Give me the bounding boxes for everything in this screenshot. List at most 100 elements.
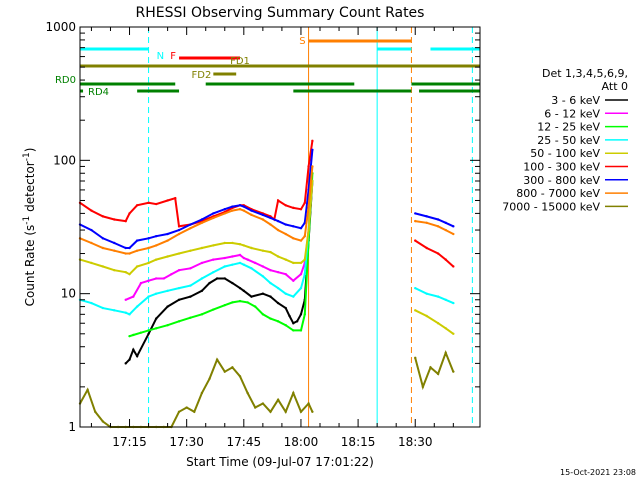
data-point-50-100-kev-15 [223, 241, 226, 245]
data-point-12-25-kev-9 [200, 313, 204, 316]
data-point-800-7000-kev-11 [177, 232, 181, 236]
data-point-7000-15000-kev-28 [284, 410, 287, 414]
data-point-300-800-kev-3 [101, 237, 105, 240]
data-point-50-100-kev-8 [147, 261, 150, 265]
flag-label-s: S [299, 36, 305, 47]
data-point-100-300-kev-28 [303, 201, 306, 205]
data-point-50-100-kev-18 [242, 244, 246, 247]
flag-label-fd1: FD1 [230, 56, 250, 67]
data-point-12-25-kev-11 [223, 303, 226, 307]
data-point-300-800-kev-6 [128, 246, 131, 250]
data-point-3-6-kev-19 [269, 295, 272, 298]
data-point-6-12-kev-18 [261, 265, 265, 268]
data-point-50-100-kev-17 [238, 242, 242, 246]
data-point-25-50-kev-25 [299, 286, 303, 290]
data-point-7000-15000-kev-30 [299, 410, 303, 414]
data-point-100-300-kev-7 [135, 204, 139, 207]
data-point-50-100-kev-9 [154, 258, 158, 261]
x-tick-label-4: 18:00 [284, 435, 319, 449]
data-point-25-50-kev-14 [212, 270, 215, 274]
data-point-25-50-kev-17 [238, 261, 242, 265]
data-point-3-6-kev-11 [208, 281, 211, 285]
data-point-800-7000-kev-26 [303, 234, 306, 238]
data-point-6-12-kev-7 [170, 272, 173, 276]
data-point-3-6-kev-12 [215, 277, 219, 280]
data-point-12-25-kev-12 [231, 301, 234, 304]
data-point-300-800-kev-8 [147, 237, 150, 240]
data-point-6-12-kev-19 [269, 268, 272, 272]
data-point-7000-15000-kev-37 [444, 351, 447, 355]
data-point-12-25-kev-2 [132, 333, 135, 337]
data-point-7000-15000-kev-25 [261, 402, 265, 405]
data-point-25-50-kev-16 [231, 263, 234, 266]
data-point-6-12-kev-15 [242, 256, 246, 260]
data-point-12-25-kev-13 [238, 299, 242, 303]
data-point-12-25-kev-5 [154, 327, 158, 330]
data-point-6-12-kev-5 [154, 277, 158, 280]
axes: 17:15 17:30 17:45 18:00 18:15 18:30 1 10 100 1000 [45, 20, 480, 449]
data-point-300-800-kev-20 [261, 213, 265, 217]
data-point-3-6-kev-13 [223, 277, 226, 280]
data-point-12-25-kev-8 [189, 316, 192, 319]
data-point-25-50-kev-4 [113, 309, 116, 312]
data-point-800-7000-kev-31 [436, 225, 440, 228]
data-point-12-25-kev-3 [139, 331, 143, 334]
data-point-50-100-kev-25 [299, 261, 303, 265]
data-point-800-7000-kev-29 [414, 219, 417, 223]
legend-label-100-300-kev: 100 - 300 keV [523, 161, 600, 174]
data-point-3-6-kev-6 [154, 317, 158, 320]
legend-label-7000-15000-kev: 7000 - 15000 keV [502, 200, 600, 213]
data-point-12-25-kev-7 [177, 320, 181, 323]
data-point-6-12-kev-8 [177, 268, 181, 272]
data-point-800-7000-kev-25 [299, 239, 303, 242]
data-point-6-12-kev-11 [212, 258, 215, 261]
data-point-6-12-kev-21 [284, 272, 287, 276]
data-point-50-100-kev-4 [113, 268, 116, 272]
flag-label-rd4: RD4 [88, 87, 109, 98]
data-point-50-100-kev-2 [90, 261, 93, 265]
data-point-7000-15000-kev-27 [276, 398, 280, 401]
data-point-300-800-kev-15 [223, 208, 226, 211]
data-point-800-7000-kev-27 [307, 205, 310, 208]
data-point-3-6-kev-15 [238, 286, 242, 290]
data-point-300-800-kev-9 [154, 234, 158, 238]
chart-title: RHESSI Observing Summary Count Rates [136, 5, 425, 21]
data-point-7000-15000-kev-33 [414, 356, 417, 360]
y-axis-label: Count Rate (s-1 detector-1) [22, 148, 37, 307]
x-tick-label-3: 17:45 [227, 435, 262, 449]
y-tick-label-1: 1 [68, 420, 76, 434]
plot-frame [79, 26, 481, 428]
data-point-300-800-kev-29 [414, 212, 417, 215]
data-point-3-6-kev-3 [132, 348, 135, 351]
data-point-6-12-kev-2 [132, 295, 135, 298]
data-point-800-7000-kev-28 [311, 165, 314, 168]
data-point-100-300-kev-2 [90, 209, 93, 212]
data-point-300-800-kev-13 [200, 218, 204, 221]
data-point-25-50-kev-33 [452, 301, 455, 305]
data-point-12-25-kev-14 [246, 301, 249, 304]
data-point-300-800-kev-7 [135, 239, 139, 242]
data-point-300-800-kev-23 [284, 223, 287, 226]
data-point-25-50-kev-32 [444, 298, 447, 301]
data-point-3-6-kev-21 [284, 306, 287, 310]
data-point-7000-15000-kev-16 [193, 410, 196, 414]
data-point-25-50-kev-31 [436, 295, 440, 298]
data-point-800-7000-kev-19 [250, 213, 253, 217]
legend-header-line-1: Det 1,3,4,5,6,9, [542, 67, 628, 80]
data-point-25-50-kev-6 [128, 313, 131, 316]
data-point-3-6-kev-2 [128, 358, 131, 361]
data-point-50-100-kev-31 [436, 322, 440, 325]
data-point-7000-15000-kev-2 [86, 388, 89, 392]
data-point-100-300-kev-3 [101, 215, 105, 218]
x-tick-label-2: 17:30 [169, 435, 204, 449]
data-point-12-25-kev-20 [292, 329, 295, 332]
data-point-100-300-kev-12 [177, 225, 181, 228]
data-point-3-6-kev-24 [295, 320, 299, 323]
data-point-50-100-kev-24 [292, 261, 295, 265]
data-point-3-6-kev-8 [177, 298, 181, 301]
data-point-12-25-kev-6 [166, 324, 169, 327]
data-point-100-300-kev-4 [113, 218, 116, 221]
data-point-6-12-kev-6 [162, 277, 166, 280]
data-point-100-300-kev-8 [147, 201, 150, 205]
data-point-12-25-kev-17 [269, 317, 272, 320]
